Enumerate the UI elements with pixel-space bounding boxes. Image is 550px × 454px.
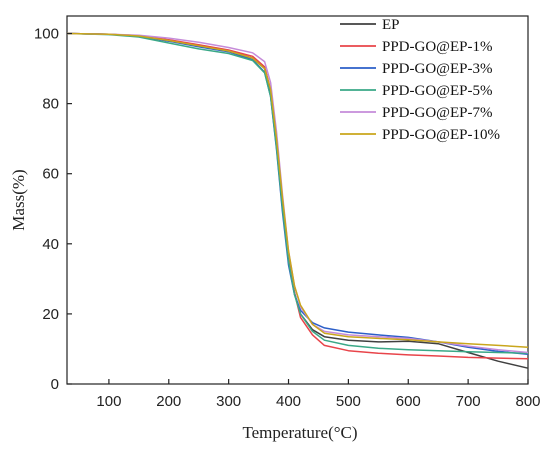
series-layer (66, 32, 529, 369)
y-tick-label: 80 (42, 96, 59, 113)
x-tick-label: 600 (396, 393, 421, 410)
x-tick-label: 700 (456, 393, 481, 410)
plot-frame (66, 15, 529, 385)
y-axis-label: Mass(%) (9, 169, 28, 230)
x-axis: 100 200 300 400 500 600 700 800 (96, 379, 541, 410)
x-tick-label: 800 (515, 393, 540, 410)
y-tick-label: 40 (42, 236, 59, 253)
y-axis: 0 20 40 60 80 100 (34, 26, 72, 393)
x-tick-label: 400 (276, 393, 301, 410)
legend-entry-1: PPD-GO@EP-1% (382, 39, 493, 55)
x-axis-label: Temperature(°C) (242, 423, 357, 442)
legend-entry-4: PPD-GO@EP-7% (382, 105, 493, 121)
series-line-5 (66, 32, 529, 348)
y-tick-label: 0 (51, 376, 59, 393)
legend-entry-5: PPD-GO@EP-10% (382, 127, 500, 143)
y-tick-label: 60 (42, 166, 59, 183)
legend-entry-3: PPD-GO@EP-5% (382, 83, 493, 99)
legend: EP PPD-GO@EP-1% PPD-GO@EP-3% PPD-GO@EP-5% PP… (340, 17, 500, 143)
series-line-3 (66, 32, 529, 354)
x-tick-label: 500 (336, 393, 361, 410)
y-tick-label: 100 (34, 26, 59, 43)
x-tick-label: 300 (216, 393, 241, 410)
y-tick-label: 20 (42, 306, 59, 323)
legend-entry-0: EP (382, 17, 400, 33)
legend-entry-2: PPD-GO@EP-3% (382, 61, 493, 77)
x-tick-label: 100 (96, 393, 121, 410)
x-tick-label: 200 (156, 393, 181, 410)
